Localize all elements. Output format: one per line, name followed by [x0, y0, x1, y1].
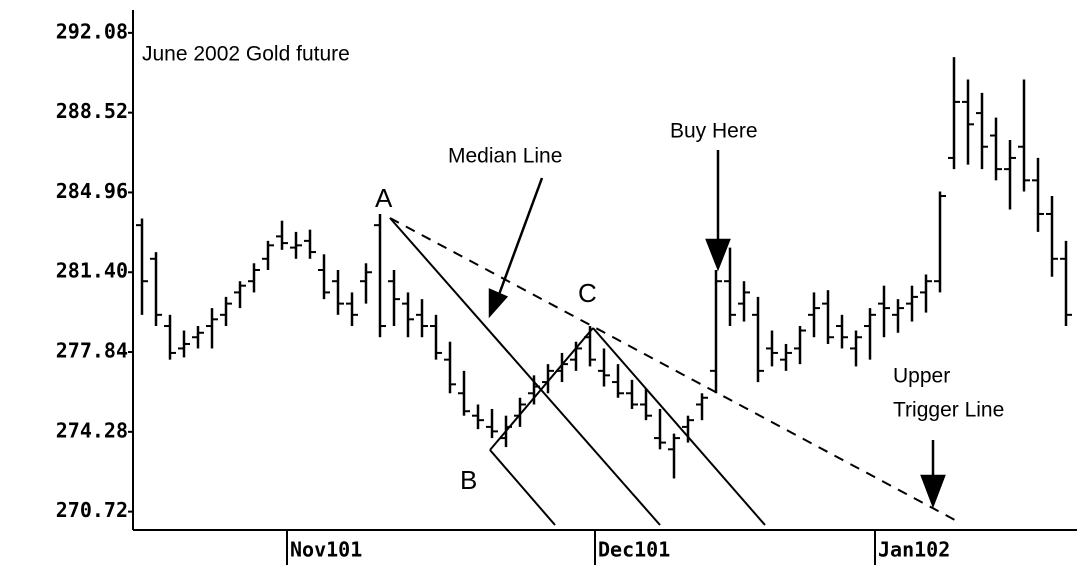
y-tick-label: 270.72	[56, 498, 128, 522]
y-tick-label: 277.84	[56, 339, 128, 363]
arrowhead	[705, 238, 731, 272]
annotation: A	[375, 183, 393, 213]
annotation: B	[460, 465, 477, 495]
upper-line	[592, 327, 766, 526]
x-tick-label: Dec101	[598, 538, 670, 562]
annotation: Upper	[893, 365, 950, 388]
arrowhead	[920, 474, 946, 509]
lower-line	[489, 449, 556, 526]
x-tick-label: Nov101	[290, 538, 362, 562]
y-tick-label: 274.28	[56, 418, 128, 442]
arrowhead	[488, 288, 509, 319]
median-line	[389, 217, 661, 526]
y-tick-label: 284.96	[56, 179, 128, 203]
chart-title: June 2002 Gold future	[142, 43, 350, 66]
arrow	[495, 177, 544, 301]
arrows	[488, 150, 946, 509]
annotation: Median Line	[448, 145, 562, 168]
annotation: Trigger Line	[893, 399, 1004, 422]
annotation: C	[578, 278, 597, 308]
y-tick-label: 292.08	[56, 19, 128, 43]
x-tick-label: Jan102	[878, 538, 950, 562]
y-tick-label: 281.40	[56, 259, 128, 283]
annotation: Buy Here	[670, 120, 758, 143]
y-tick-label: 288.52	[56, 99, 128, 123]
